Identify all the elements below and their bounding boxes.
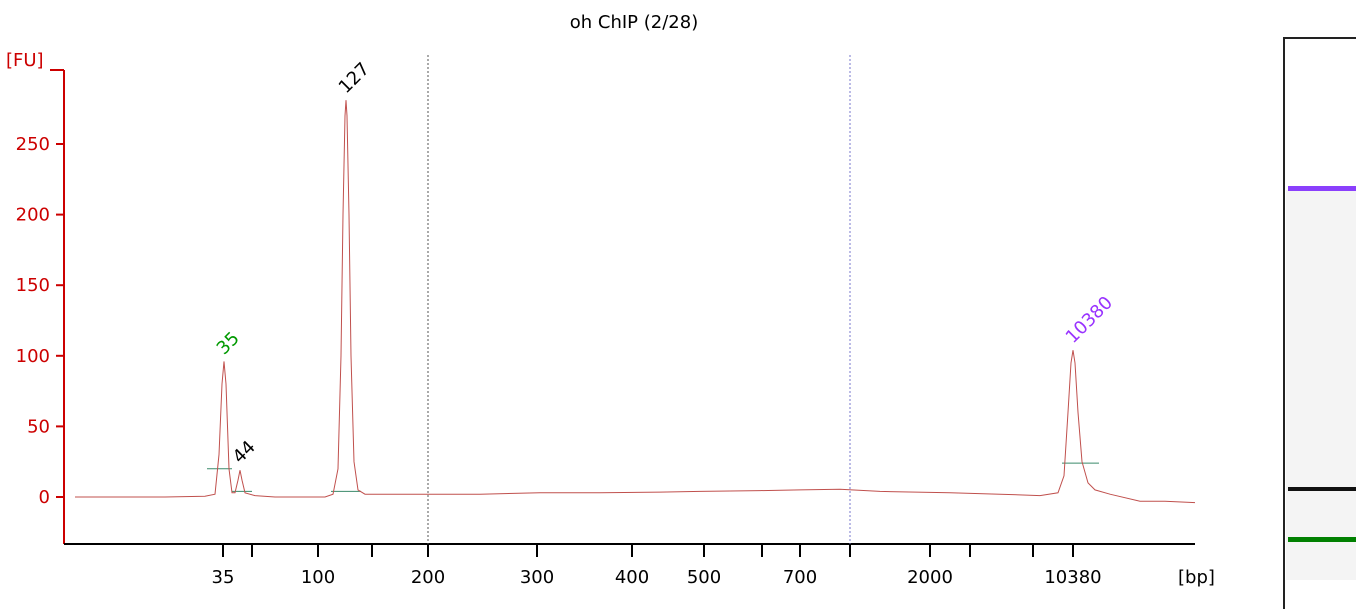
peak-label: 127 [335, 59, 374, 98]
x-axis-label: [bp] [1178, 567, 1215, 588]
chart-title: oh ChIP (2/28) [570, 12, 698, 33]
x-tick-label: 500 [687, 567, 721, 588]
x-tick-label: 200 [411, 567, 445, 588]
y-tick-label: 0 [39, 487, 50, 508]
y-tick-label: 100 [16, 346, 50, 367]
y-tick-label: 150 [16, 275, 50, 296]
peak-labels: 35 44 127 10380 [213, 59, 1117, 468]
y-tick-label: 250 [16, 134, 50, 155]
gel-band-upper [1288, 186, 1356, 191]
signal-trace [75, 100, 1196, 504]
gel-lane [1283, 37, 1356, 609]
peak-label: 10380 [1062, 292, 1117, 347]
y-axis-label: [FU] [6, 50, 44, 71]
x-tick-label: 400 [615, 567, 649, 588]
peak-label: 44 [229, 437, 260, 468]
y-tick-label: 200 [16, 205, 50, 226]
x-tick-label: 10380 [1044, 567, 1101, 588]
gel-band-lower [1288, 487, 1356, 491]
vertical-markers [427, 55, 851, 544]
x-tick-label: 100 [301, 567, 335, 588]
x-tick-label: 700 [783, 567, 817, 588]
gel-band-bottom [1288, 537, 1356, 542]
y-tick-label: 50 [27, 416, 50, 437]
x-tick-label: 300 [520, 567, 554, 588]
y-ticks: 0 50 100 150 200 250 [16, 134, 64, 508]
x-ticks: 35 100 200 300 400 500 700 2000 10380 [212, 544, 1102, 588]
x-tick-label: 35 [212, 567, 235, 588]
peak-baselines [207, 462, 1099, 492]
gel-lane-body [1286, 190, 1356, 580]
peak-label: 35 [213, 328, 244, 359]
x-tick-label: 2000 [907, 567, 953, 588]
